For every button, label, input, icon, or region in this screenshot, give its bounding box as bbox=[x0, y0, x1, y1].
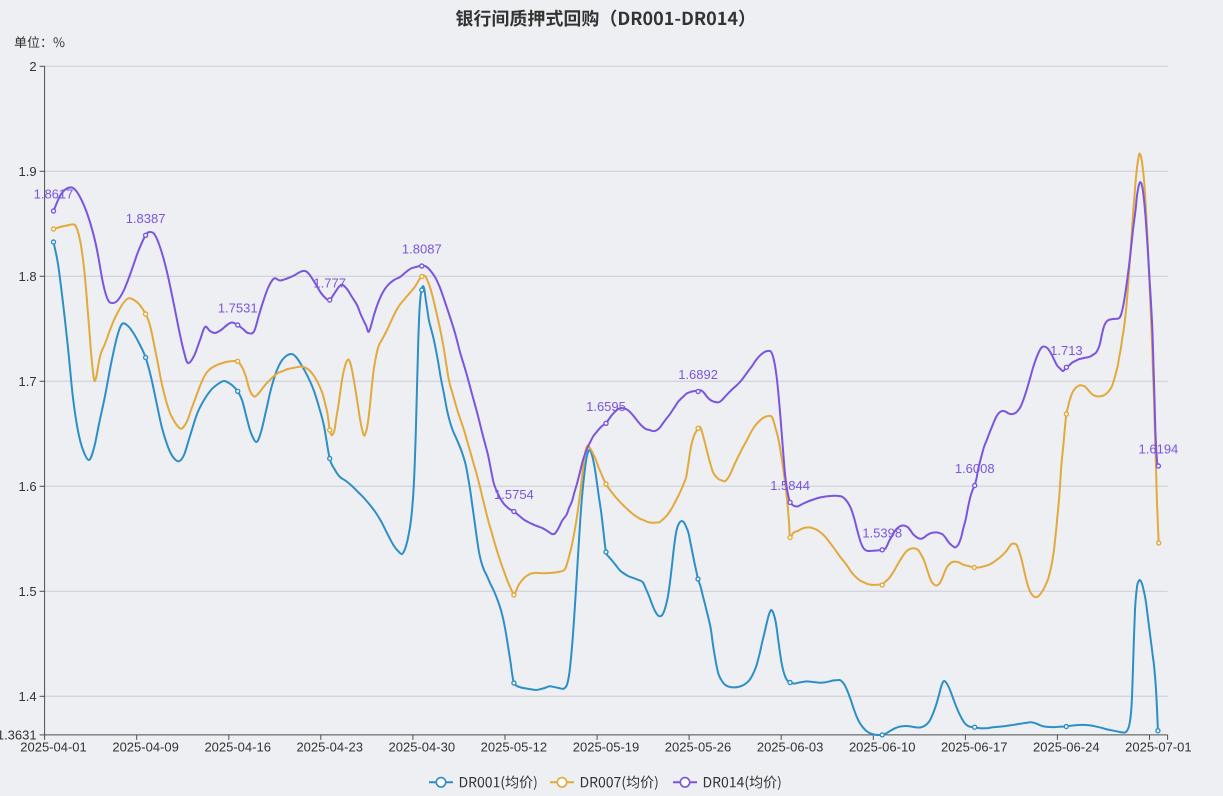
svg-text:1.6008: 1.6008 bbox=[955, 461, 995, 476]
svg-text:1.5398: 1.5398 bbox=[862, 525, 902, 540]
svg-text:1.6892: 1.6892 bbox=[678, 367, 718, 382]
svg-text:1.7: 1.7 bbox=[19, 374, 37, 389]
svg-text:1.8: 1.8 bbox=[19, 269, 37, 284]
svg-text:2025-04-23: 2025-04-23 bbox=[296, 740, 363, 755]
svg-text:2025-04-01: 2025-04-01 bbox=[20, 740, 87, 755]
svg-text:1.6595: 1.6595 bbox=[586, 399, 626, 414]
svg-text:1.5: 1.5 bbox=[19, 584, 37, 599]
svg-text:1.7531: 1.7531 bbox=[218, 301, 258, 316]
svg-text:2025-04-30: 2025-04-30 bbox=[389, 740, 456, 755]
svg-text:2025-05-19: 2025-05-19 bbox=[573, 740, 640, 755]
svg-text:1.9: 1.9 bbox=[19, 164, 37, 179]
svg-text:1.6: 1.6 bbox=[19, 479, 37, 494]
svg-text:1.3631: 1.3631 bbox=[0, 727, 37, 742]
svg-text:1.8617: 1.8617 bbox=[34, 187, 74, 202]
svg-text:2025-06-10: 2025-06-10 bbox=[849, 740, 916, 755]
svg-text:2025-04-16: 2025-04-16 bbox=[204, 740, 271, 755]
svg-text:1.6194: 1.6194 bbox=[1139, 442, 1179, 457]
svg-text:2025-04-09: 2025-04-09 bbox=[112, 740, 179, 755]
svg-text:1.5754: 1.5754 bbox=[494, 487, 534, 502]
svg-text:2: 2 bbox=[29, 59, 36, 74]
svg-text:1.5844: 1.5844 bbox=[770, 478, 810, 493]
svg-text:1.8387: 1.8387 bbox=[126, 211, 166, 226]
svg-text:1.4: 1.4 bbox=[19, 689, 37, 704]
svg-text:2025-05-26: 2025-05-26 bbox=[665, 740, 732, 755]
svg-text:2025-06-24: 2025-06-24 bbox=[1033, 740, 1100, 755]
svg-text:2025-07-01: 2025-07-01 bbox=[1125, 740, 1192, 755]
svg-text:2025-06-17: 2025-06-17 bbox=[941, 740, 1008, 755]
svg-text:1.777: 1.777 bbox=[313, 276, 346, 291]
svg-text:2025-05-12: 2025-05-12 bbox=[481, 740, 548, 755]
svg-text:2025-06-03: 2025-06-03 bbox=[757, 740, 824, 755]
svg-text:1.8087: 1.8087 bbox=[402, 242, 442, 257]
svg-text:1.713: 1.713 bbox=[1050, 343, 1083, 358]
